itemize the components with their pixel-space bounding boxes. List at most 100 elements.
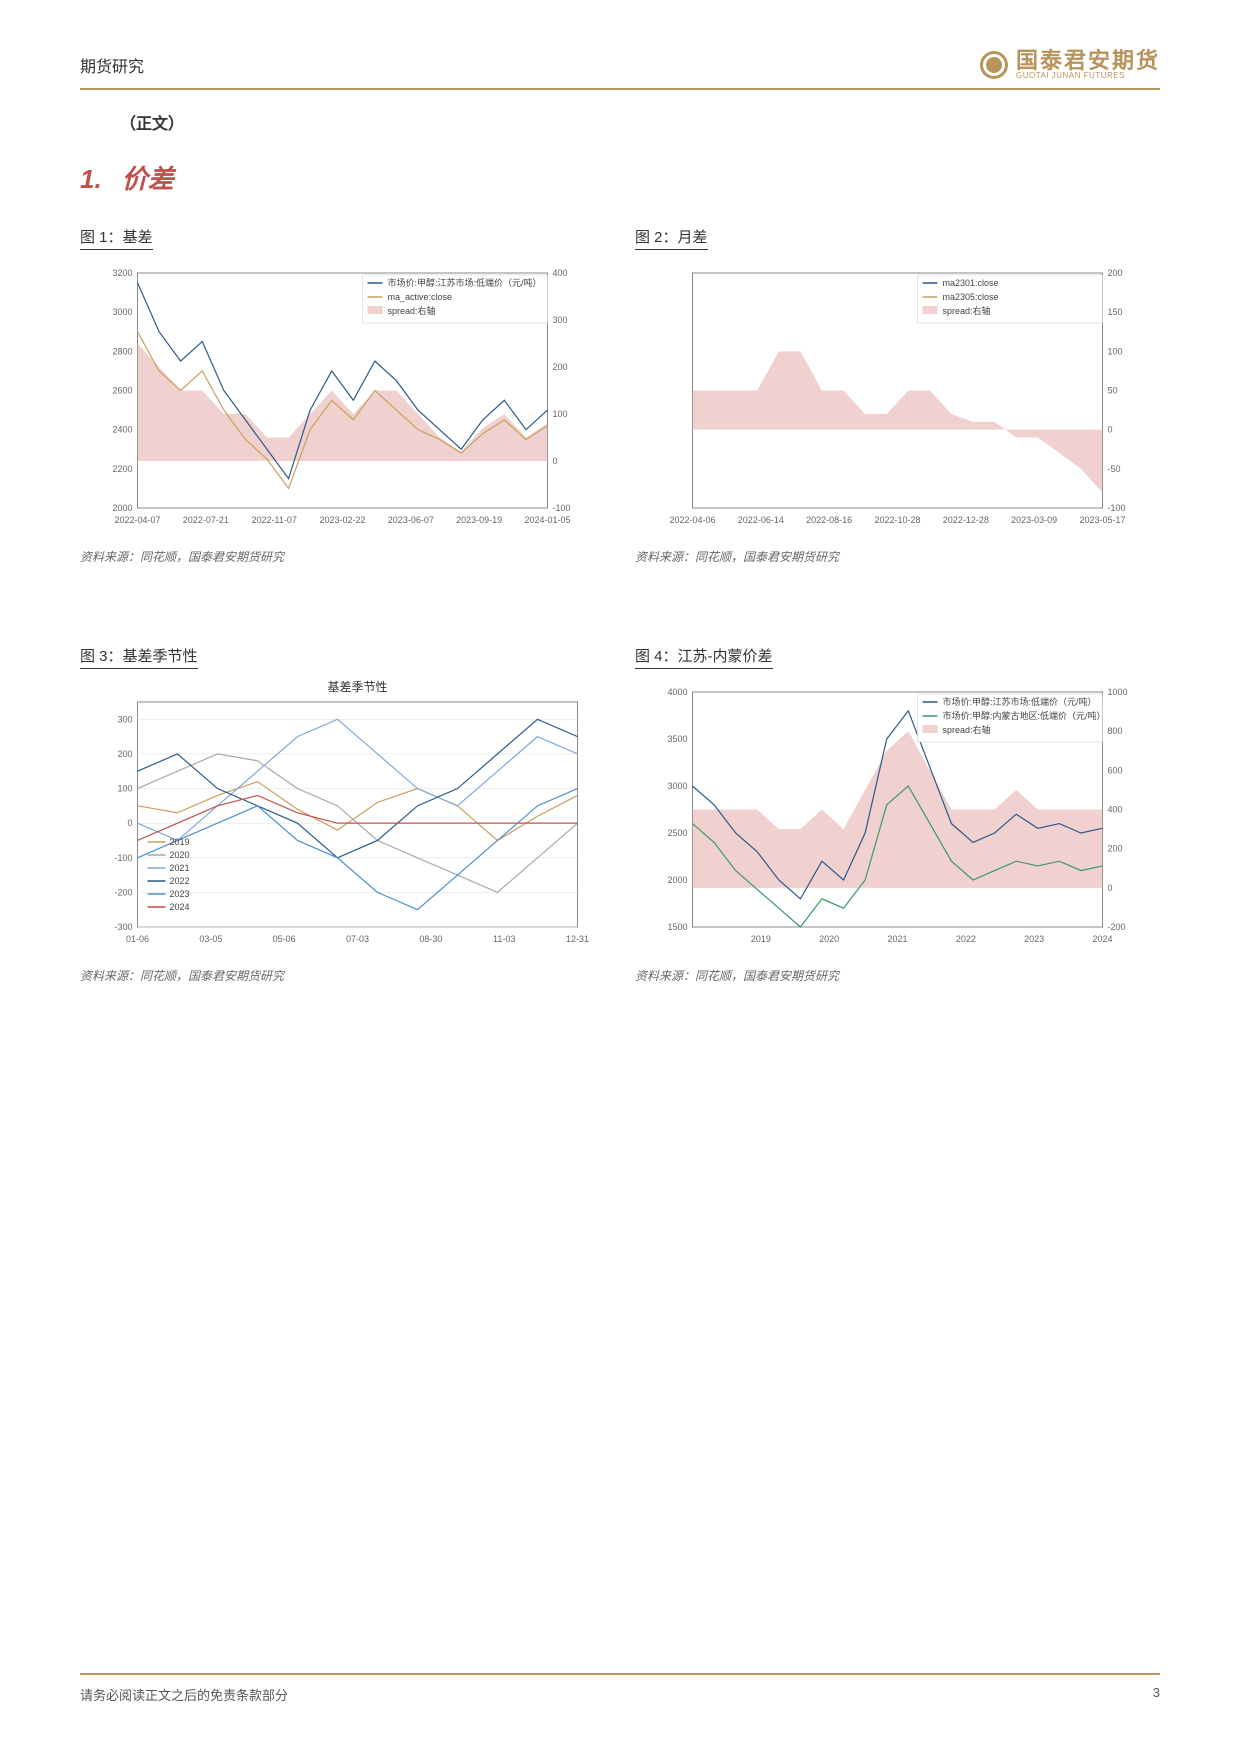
section-text: 价差 bbox=[122, 159, 174, 196]
chart-3-block: 图 3：基差季节性 基差季节性-300-200-100010020030001-… bbox=[80, 645, 605, 984]
svg-text:05-06: 05-06 bbox=[273, 934, 296, 944]
svg-text:0: 0 bbox=[127, 818, 132, 828]
svg-text:2021: 2021 bbox=[170, 863, 190, 873]
svg-text:2023-03-09: 2023-03-09 bbox=[1011, 515, 1057, 525]
chart-4-source: 资料来源：同花顺，国泰君安期货研究 bbox=[635, 967, 1160, 984]
svg-text:2500: 2500 bbox=[667, 828, 687, 838]
svg-text:3000: 3000 bbox=[112, 307, 132, 317]
svg-text:2800: 2800 bbox=[112, 346, 132, 356]
svg-text:2022: 2022 bbox=[170, 876, 190, 886]
svg-text:-200: -200 bbox=[1108, 922, 1126, 932]
svg-text:2022-08-16: 2022-08-16 bbox=[806, 515, 852, 525]
svg-text:0: 0 bbox=[553, 456, 558, 466]
svg-text:2000: 2000 bbox=[112, 503, 132, 513]
svg-text:市场价:甲醇:内蒙古地区:低端价（元/吨）: 市场价:甲醇:内蒙古地区:低端价（元/吨） bbox=[943, 710, 1106, 721]
svg-text:200: 200 bbox=[1108, 844, 1123, 854]
svg-text:2020: 2020 bbox=[170, 850, 190, 860]
svg-text:300: 300 bbox=[117, 714, 132, 724]
chart-1-block: 图 1：基差 2000220024002600280030003200-1000… bbox=[80, 226, 605, 565]
chart-3-source: 资料来源：同花顺，国泰君安期货研究 bbox=[80, 967, 605, 984]
svg-text:2022-04-07: 2022-04-07 bbox=[114, 515, 160, 525]
svg-text:300: 300 bbox=[553, 315, 568, 325]
svg-text:1000: 1000 bbox=[1108, 687, 1128, 697]
svg-text:2024-01-05: 2024-01-05 bbox=[524, 515, 570, 525]
header-category: 期货研究 bbox=[80, 53, 144, 77]
footer-disclaimer: 请务必阅读正文之后的免责条款部分 bbox=[80, 1685, 288, 1704]
svg-text:100: 100 bbox=[1108, 346, 1123, 356]
svg-text:2200: 2200 bbox=[112, 464, 132, 474]
page-header: 期货研究 国泰君安期货 GUOTAI JUNAN FUTURES bbox=[80, 50, 1160, 90]
svg-text:11-03: 11-03 bbox=[493, 934, 515, 944]
chart-1-title: 图 1：基差 bbox=[80, 226, 605, 250]
logo-en: GUOTAI JUNAN FUTURES bbox=[1016, 72, 1160, 80]
svg-text:150: 150 bbox=[1108, 307, 1123, 317]
chart-3-title: 图 3：基差季节性 bbox=[80, 645, 605, 669]
svg-text:2021: 2021 bbox=[887, 934, 907, 944]
page-footer: 请务必阅读正文之后的免责条款部分 3 bbox=[80, 1673, 1160, 1704]
svg-text:3000: 3000 bbox=[667, 781, 687, 791]
svg-text:spread:右轴: spread:右轴 bbox=[943, 305, 991, 316]
svg-text:800: 800 bbox=[1108, 726, 1123, 736]
svg-text:2020: 2020 bbox=[819, 934, 839, 944]
svg-text:ma2301:close: ma2301:close bbox=[943, 278, 999, 288]
svg-text:2022-11-07: 2022-11-07 bbox=[251, 515, 296, 525]
svg-text:2022-07-21: 2022-07-21 bbox=[183, 515, 229, 525]
svg-text:07-03: 07-03 bbox=[346, 934, 369, 944]
svg-text:3200: 3200 bbox=[112, 268, 132, 278]
svg-text:-100: -100 bbox=[1108, 503, 1126, 513]
svg-text:3500: 3500 bbox=[667, 734, 687, 744]
svg-text:-100: -100 bbox=[114, 853, 132, 863]
brand-logo: 国泰君安期货 GUOTAI JUNAN FUTURES bbox=[980, 50, 1160, 80]
svg-text:50: 50 bbox=[1108, 386, 1118, 396]
svg-text:03-05: 03-05 bbox=[199, 934, 222, 944]
svg-text:2000: 2000 bbox=[667, 875, 687, 885]
svg-text:-200: -200 bbox=[114, 887, 132, 897]
svg-text:3000: 3000 bbox=[667, 258, 687, 260]
svg-text:-50: -50 bbox=[1108, 464, 1121, 474]
chart-2-title: 图 2：月差 bbox=[635, 226, 1160, 250]
svg-text:400: 400 bbox=[1108, 805, 1123, 815]
body-label: （正文） bbox=[80, 110, 1160, 134]
svg-text:1500: 1500 bbox=[667, 922, 687, 932]
svg-text:2022-12-28: 2022-12-28 bbox=[943, 515, 989, 525]
svg-text:200: 200 bbox=[117, 749, 132, 759]
chart-2-area: 2400260028003000-100-500501001502002022-… bbox=[635, 258, 1160, 538]
svg-text:200: 200 bbox=[553, 362, 568, 372]
section-number: 1. bbox=[80, 164, 102, 195]
svg-text:基差季节性: 基差季节性 bbox=[327, 680, 387, 694]
chart-4-title: 图 4：江苏-内蒙价差 bbox=[635, 645, 1160, 669]
svg-text:2022-04-06: 2022-04-06 bbox=[669, 515, 715, 525]
chart-2-block: 图 2：月差 2400260028003000-100-500501001502… bbox=[635, 226, 1160, 565]
chart-4-block: 图 4：江苏-内蒙价差 150020002500300035004000-200… bbox=[635, 645, 1160, 984]
svg-text:2023-09-19: 2023-09-19 bbox=[456, 515, 502, 525]
svg-text:2023-02-22: 2023-02-22 bbox=[319, 515, 365, 525]
svg-text:100: 100 bbox=[553, 409, 568, 419]
svg-text:2022-10-28: 2022-10-28 bbox=[874, 515, 920, 525]
svg-text:2023: 2023 bbox=[1024, 934, 1044, 944]
svg-text:2023-05-17: 2023-05-17 bbox=[1079, 515, 1125, 525]
svg-text:2022: 2022 bbox=[956, 934, 976, 944]
logo-icon bbox=[980, 51, 1008, 79]
svg-text:市场价:甲醇:江苏市场:低端价（元/吨）: 市场价:甲醇:江苏市场:低端价（元/吨） bbox=[388, 277, 542, 288]
svg-text:2019: 2019 bbox=[751, 934, 771, 944]
svg-text:市场价:甲醇:江苏市场:低端价（元/吨）: 市场价:甲醇:江苏市场:低端价（元/吨） bbox=[943, 696, 1097, 707]
svg-text:4000: 4000 bbox=[667, 687, 687, 697]
svg-text:-100: -100 bbox=[553, 503, 571, 513]
chart-1-source: 资料来源：同花顺，国泰君安期货研究 bbox=[80, 548, 605, 565]
chart-3-area: 基差季节性-300-200-100010020030001-0603-0505-… bbox=[80, 677, 605, 957]
svg-text:0: 0 bbox=[1108, 425, 1113, 435]
chart-4-area: 1500 2000 2500 3000 3500 4000 -200 0 200 400 600 80… bbox=[635, 677, 1160, 957]
svg-text:2400: 2400 bbox=[112, 425, 132, 435]
svg-text:01-06: 01-06 bbox=[126, 934, 149, 944]
svg-text:200: 200 bbox=[1108, 268, 1123, 278]
svg-text:600: 600 bbox=[1108, 765, 1123, 775]
svg-text:0: 0 bbox=[1108, 883, 1113, 893]
chart-2-source: 资料来源：同花顺，国泰君安期货研究 bbox=[635, 548, 1160, 565]
svg-text:2023: 2023 bbox=[170, 889, 190, 899]
charts-grid: 图 1：基差 2000220024002600280030003200-1000… bbox=[80, 226, 1160, 984]
svg-text:2019: 2019 bbox=[170, 837, 190, 847]
logo-cn: 国泰君安期货 bbox=[1016, 50, 1160, 72]
svg-text:spread:右轴: spread:右轴 bbox=[388, 305, 436, 316]
svg-text:400: 400 bbox=[553, 268, 568, 278]
svg-text:100: 100 bbox=[117, 784, 132, 794]
